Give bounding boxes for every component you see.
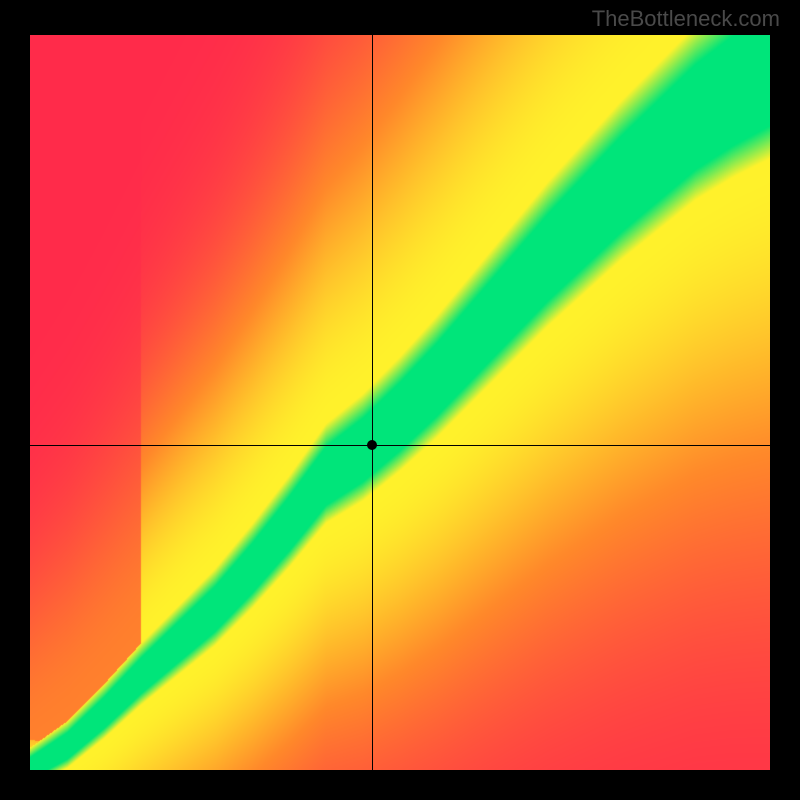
- crosshair-horizontal: [30, 445, 770, 446]
- heatmap-canvas: [30, 35, 770, 770]
- chart-container: TheBottleneck.com: [0, 0, 800, 800]
- data-point-marker: [367, 440, 377, 450]
- watermark-text: TheBottleneck.com: [592, 6, 780, 32]
- heatmap-plot: [30, 35, 770, 770]
- crosshair-vertical: [372, 35, 373, 770]
